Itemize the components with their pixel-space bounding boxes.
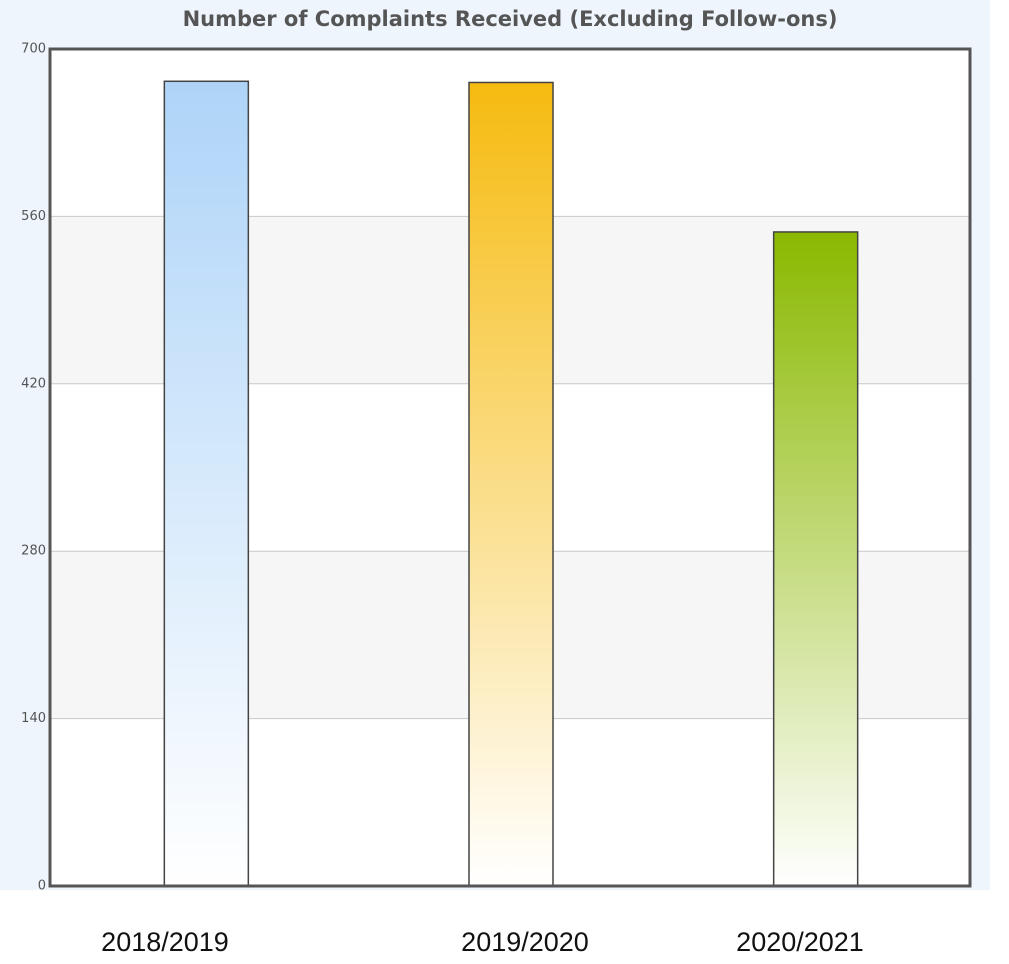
x-tick-label: 2020/2021 [736, 927, 864, 957]
y-tick-label: 560 [21, 209, 46, 224]
bar [163, 80, 250, 887]
y-tick-label: 140 [21, 711, 46, 726]
y-tick-label: 0 [38, 879, 46, 894]
x-tick-label: 2018/2019 [101, 927, 229, 957]
plot-frame [48, 47, 972, 888]
y-tick-label: 700 [21, 42, 46, 57]
bar [468, 81, 554, 887]
chart-title: Number of Complaints Received (Excluding… [183, 7, 838, 31]
bar [772, 231, 859, 887]
y-tick-label: 420 [21, 376, 46, 391]
x-tick-label: 2019/2020 [461, 927, 589, 957]
y-tick-label: 280 [21, 544, 46, 559]
